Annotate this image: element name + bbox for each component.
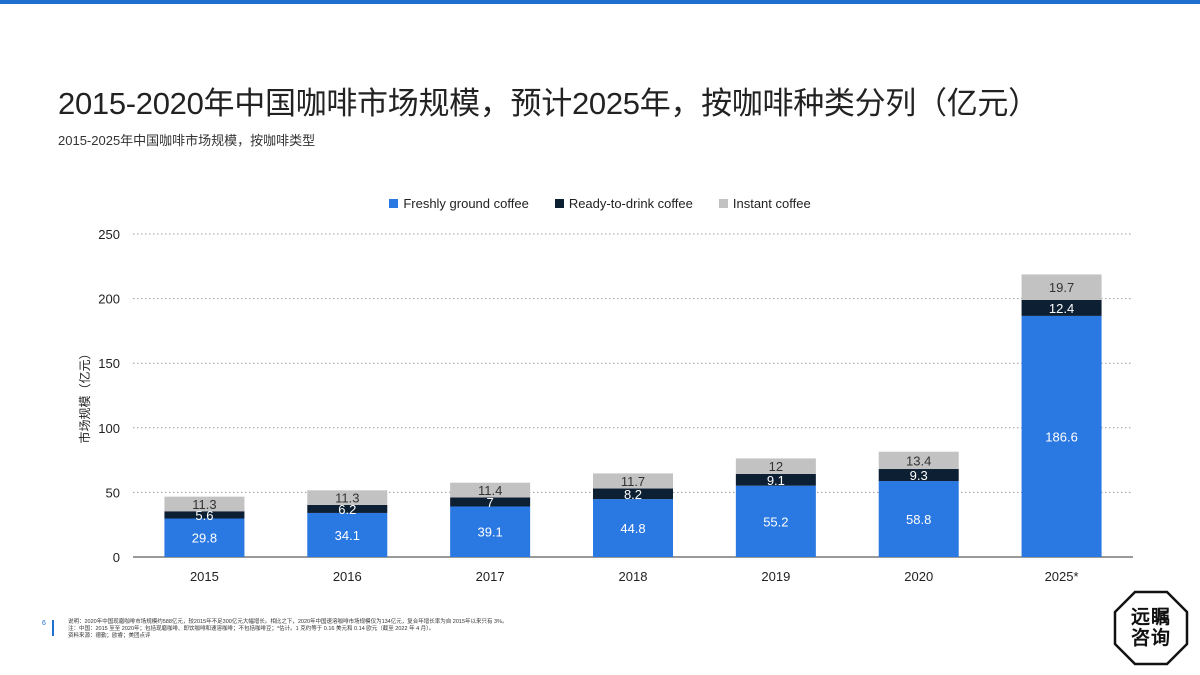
data-label-2019-series-0: 55.2 xyxy=(763,514,788,529)
legend-item-instant: Instant coffee xyxy=(718,196,811,211)
bar-2018-series-2 xyxy=(593,473,673,489)
bar-2020-series-0 xyxy=(878,481,959,557)
bar-2017-series-1 xyxy=(450,497,531,507)
bar-2018-series-0 xyxy=(593,499,673,557)
data-label-2015-series-0: 29.8 xyxy=(192,531,217,546)
footnote-line-2: 注：中国：2015 至至 2020年；包括现磨咖啡、即饮咖啡和速溶咖啡；不包括咖… xyxy=(68,626,435,632)
page-number: 6 xyxy=(42,620,46,627)
legend-swatch-freshly-ground xyxy=(389,199,399,208)
bar-2019-series-1 xyxy=(735,473,816,486)
legend-swatch-ready-to-drink xyxy=(554,199,564,208)
y-axis-label: 市场规模（亿元） xyxy=(77,347,92,443)
bar-2025*-series-2 xyxy=(1021,274,1102,300)
x-tick-label-2025*: 2025* xyxy=(1045,569,1079,584)
data-label-2025*-series-1: 12.4 xyxy=(1049,301,1074,316)
data-label-2018-series-2: 11.7 xyxy=(621,474,645,489)
x-tick-label-2015: 2015 xyxy=(190,569,219,584)
page-title: 2015-2020年中国咖啡市场规模，预计2025年，按咖啡种类分列（亿元） xyxy=(58,86,1039,121)
bar-2017-series-0 xyxy=(450,506,531,557)
legend-label-freshly-ground: Freshly ground coffee xyxy=(403,196,529,211)
data-label-2017-series-1: 7 xyxy=(487,495,494,510)
y-tick-label-50: 50 xyxy=(106,485,120,500)
data-label-2015-series-1: 5.6 xyxy=(195,508,213,523)
bar-2017-series-2 xyxy=(450,482,531,498)
data-label-2017-series-2: 11.4 xyxy=(478,483,502,498)
legend-label-ready-to-drink: Ready-to-drink coffee xyxy=(568,196,693,211)
bar-2016-series-1 xyxy=(307,504,388,513)
footnote: 说明：2020年中国现磨咖啡市场规模约588亿元，较2015年不足300亿元大幅… xyxy=(68,619,828,640)
legend-item-freshly-ground: Freshly ground coffee xyxy=(389,196,529,211)
footnote-line-1: 说明：2020年中国现磨咖啡市场规模约588亿元，较2015年不足300亿元大幅… xyxy=(68,619,508,625)
x-tick-label-2016: 2016 xyxy=(333,569,362,584)
x-tick-label-2017: 2017 xyxy=(476,569,505,584)
data-label-2016-series-1: 6.2 xyxy=(338,502,356,517)
data-label-2018-series-1: 8.2 xyxy=(624,487,642,502)
x-tick-label-2020: 2020 xyxy=(904,569,933,584)
top-accent-bar xyxy=(0,0,1200,4)
legend-label-instant: Instant coffee xyxy=(732,196,811,211)
data-label-2020-series-0: 58.8 xyxy=(906,512,931,527)
legend-item-ready-to-drink: Ready-to-drink coffee xyxy=(554,196,693,211)
bar-2020-series-1 xyxy=(878,469,959,482)
x-tick-label-2018: 2018 xyxy=(619,569,648,584)
bar-2015-series-0 xyxy=(164,518,245,557)
data-label-2015-series-2: 11.3 xyxy=(192,497,216,512)
data-label-2020-series-2: 13.4 xyxy=(906,453,931,468)
chart-legend: Freshly ground coffee Ready-to-drink cof… xyxy=(0,196,1200,211)
y-tick-label-100: 100 xyxy=(98,421,120,436)
logo-text-line2: 咨询 xyxy=(1130,628,1171,649)
company-logo: 远瞩 咨询 xyxy=(1113,590,1189,666)
logo-octagon-icon xyxy=(1113,590,1189,666)
bar-2019-series-0 xyxy=(735,485,816,557)
data-label-2025*-series-2: 19.7 xyxy=(1049,280,1074,295)
bar-2025*-series-1 xyxy=(1021,299,1102,316)
y-tick-label-0: 0 xyxy=(113,550,120,565)
data-label-2016-series-2: 11.3 xyxy=(335,491,359,506)
legend-swatch-instant xyxy=(718,199,728,208)
footnote-line-3: 资料来源：德勤；欧睿；美团点评 xyxy=(68,633,151,639)
data-label-2020-series-1: 9.3 xyxy=(910,468,928,483)
page-subtitle: 2015-2025年中国咖啡市场规模，按咖啡类型 xyxy=(58,133,316,148)
data-label-2025*-series-0: 186.6 xyxy=(1045,429,1078,444)
bar-2020-series-2 xyxy=(878,451,959,470)
data-label-2019-series-1: 9.1 xyxy=(767,473,785,488)
y-tick-label-200: 200 xyxy=(98,292,120,307)
data-label-2016-series-0: 34.1 xyxy=(335,528,360,543)
bar-2015-series-2 xyxy=(164,496,245,512)
bar-2016-series-0 xyxy=(307,512,388,557)
footnote-accent-bar xyxy=(52,620,54,636)
bar-2018-series-1 xyxy=(593,488,673,500)
data-label-2017-series-0: 39.1 xyxy=(477,525,502,540)
y-tick-label-150: 150 xyxy=(98,356,120,371)
bar-2015-series-1 xyxy=(164,511,245,519)
logo-text-line1: 远瞩 xyxy=(1130,607,1171,628)
bar-2025*-series-0 xyxy=(1021,315,1102,557)
bar-2019-series-2 xyxy=(735,458,816,474)
data-label-2019-series-2: 12 xyxy=(769,459,783,474)
data-label-2018-series-0: 44.8 xyxy=(620,521,645,536)
bar-2016-series-2 xyxy=(307,490,388,505)
y-tick-label-250: 250 xyxy=(98,227,120,242)
x-tick-label-2019: 2019 xyxy=(761,569,790,584)
